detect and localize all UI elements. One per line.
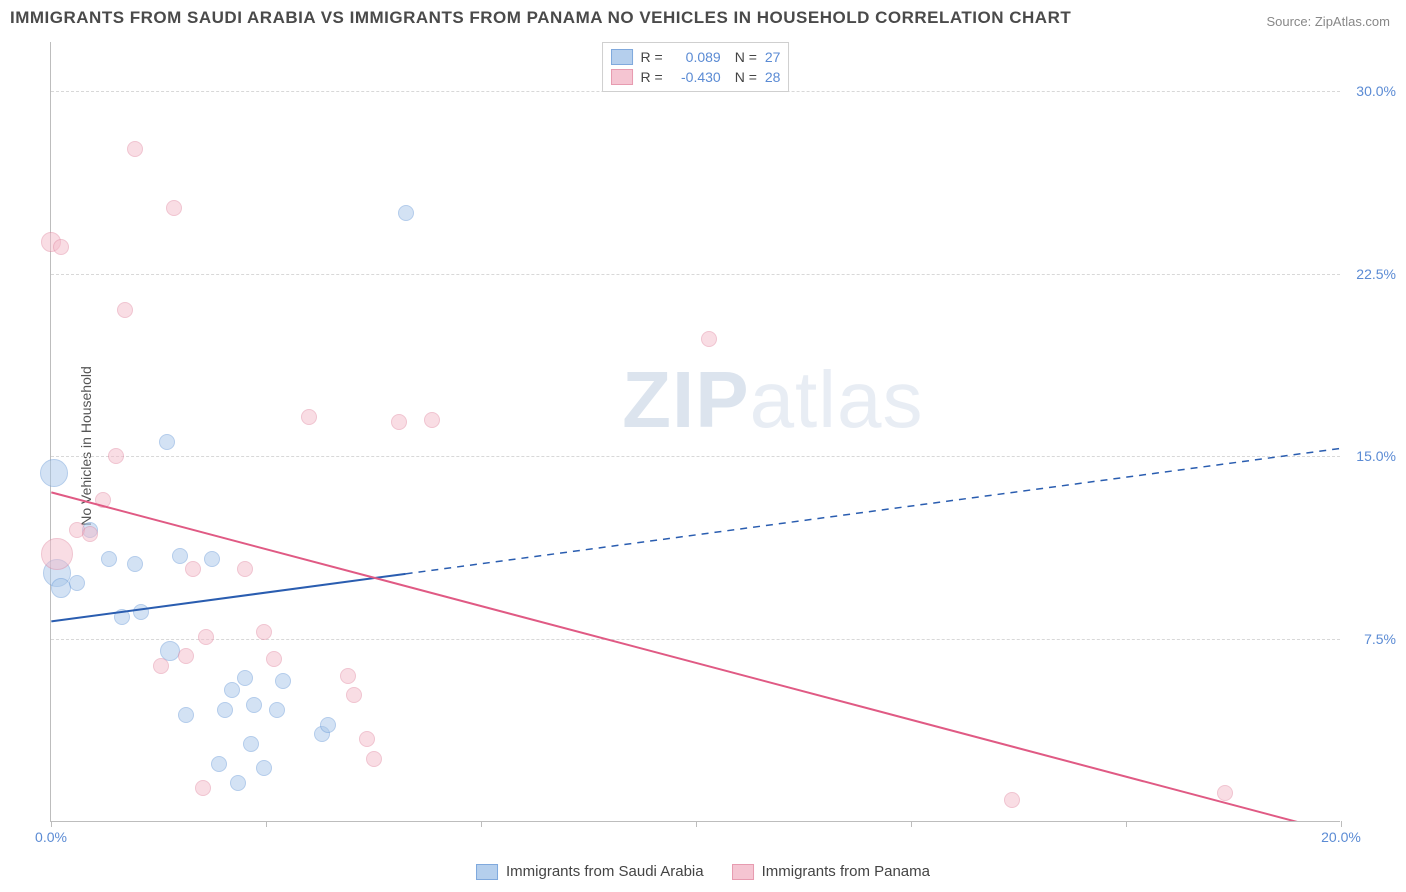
source-prefix: Source: <box>1266 14 1314 29</box>
x-tick <box>51 821 52 827</box>
chart-title: IMMIGRANTS FROM SAUDI ARABIA VS IMMIGRAN… <box>10 8 1071 28</box>
data-point <box>275 673 291 689</box>
data-point <box>359 731 375 747</box>
r-label: R = <box>641 49 663 65</box>
data-point <box>172 548 188 564</box>
data-point <box>159 434 175 450</box>
data-point <box>237 670 253 686</box>
data-point <box>53 239 69 255</box>
data-point <box>127 141 143 157</box>
data-point <box>340 668 356 684</box>
data-point <box>256 760 272 776</box>
n-value: 27 <box>765 49 781 65</box>
trend-line <box>51 492 1339 821</box>
data-point <box>41 538 73 570</box>
x-tick <box>911 821 912 827</box>
x-tick <box>481 821 482 827</box>
source-attribution: Source: ZipAtlas.com <box>1266 14 1390 29</box>
data-point <box>424 412 440 428</box>
x-tick <box>266 821 267 827</box>
data-point <box>246 697 262 713</box>
data-point <box>204 551 220 567</box>
data-point <box>1004 792 1020 808</box>
data-point <box>95 492 111 508</box>
trend-line <box>51 574 405 622</box>
data-point <box>108 448 124 464</box>
x-tick-label: 0.0% <box>35 829 67 845</box>
data-point <box>398 205 414 221</box>
x-tick <box>1341 821 1342 827</box>
data-point <box>166 200 182 216</box>
data-point <box>82 526 98 542</box>
legend-row: R = 0.089 N = 27 <box>611 47 781 67</box>
data-point <box>237 561 253 577</box>
data-point <box>391 414 407 430</box>
data-point <box>114 609 130 625</box>
r-value: -0.430 <box>671 69 721 85</box>
data-point <box>133 604 149 620</box>
data-point <box>243 736 259 752</box>
data-point <box>224 682 240 698</box>
data-point <box>320 717 336 733</box>
n-value: 28 <box>765 69 781 85</box>
legend-item: Immigrants from Saudi Arabia <box>476 863 704 880</box>
watermark: ZIPatlas <box>622 354 923 446</box>
n-label: N = <box>735 49 757 65</box>
y-tick-label: 22.5% <box>1356 266 1396 282</box>
data-point <box>266 651 282 667</box>
watermark-light: atlas <box>750 355 924 444</box>
data-point <box>101 551 117 567</box>
legend-label: Immigrants from Saudi Arabia <box>506 863 704 880</box>
data-point <box>366 751 382 767</box>
data-point <box>346 687 362 703</box>
legend-swatch <box>732 864 754 880</box>
data-point <box>701 331 717 347</box>
gridline <box>51 274 1340 275</box>
gridline <box>51 456 1340 457</box>
data-point <box>40 459 68 487</box>
data-point <box>211 756 227 772</box>
data-point <box>117 302 133 318</box>
data-point <box>69 575 85 591</box>
data-point <box>178 707 194 723</box>
r-value: 0.089 <box>671 49 721 65</box>
data-point <box>1217 785 1233 801</box>
y-tick-label: 7.5% <box>1364 631 1396 647</box>
data-point <box>127 556 143 572</box>
x-tick <box>696 821 697 827</box>
data-point <box>185 561 201 577</box>
data-point <box>178 648 194 664</box>
data-point <box>217 702 233 718</box>
y-tick-label: 15.0% <box>1356 448 1396 464</box>
source-link[interactable]: ZipAtlas.com <box>1315 14 1390 29</box>
watermark-bold: ZIP <box>622 355 749 444</box>
x-tick-label: 20.0% <box>1321 829 1361 845</box>
data-point <box>301 409 317 425</box>
legend-label: Immigrants from Panama <box>762 863 930 880</box>
n-label: N = <box>735 69 757 85</box>
trend-lines <box>51 42 1340 821</box>
legend-swatch <box>611 49 633 65</box>
gridline <box>51 639 1340 640</box>
x-tick <box>1126 821 1127 827</box>
data-point <box>195 780 211 796</box>
data-point <box>256 624 272 640</box>
legend-row: R = -0.430 N = 28 <box>611 67 781 87</box>
trend-line-dashed <box>406 449 1340 574</box>
data-point <box>198 629 214 645</box>
y-tick-label: 30.0% <box>1356 83 1396 99</box>
plot-area: ZIPatlas R =0.089N =27R =-0.430N =28 7.5… <box>50 42 1340 822</box>
data-point <box>153 658 169 674</box>
legend-swatch <box>476 864 498 880</box>
r-label: R = <box>641 69 663 85</box>
legend-swatch <box>611 69 633 85</box>
correlation-legend: R = 0.089 N = 27 R = -0.430 N = 28 <box>602 42 790 92</box>
series-legend: Immigrants from Saudi Arabia Immigrants f… <box>476 863 930 880</box>
data-point <box>269 702 285 718</box>
legend-item: Immigrants from Panama <box>732 863 930 880</box>
data-point <box>230 775 246 791</box>
data-point <box>51 578 71 598</box>
